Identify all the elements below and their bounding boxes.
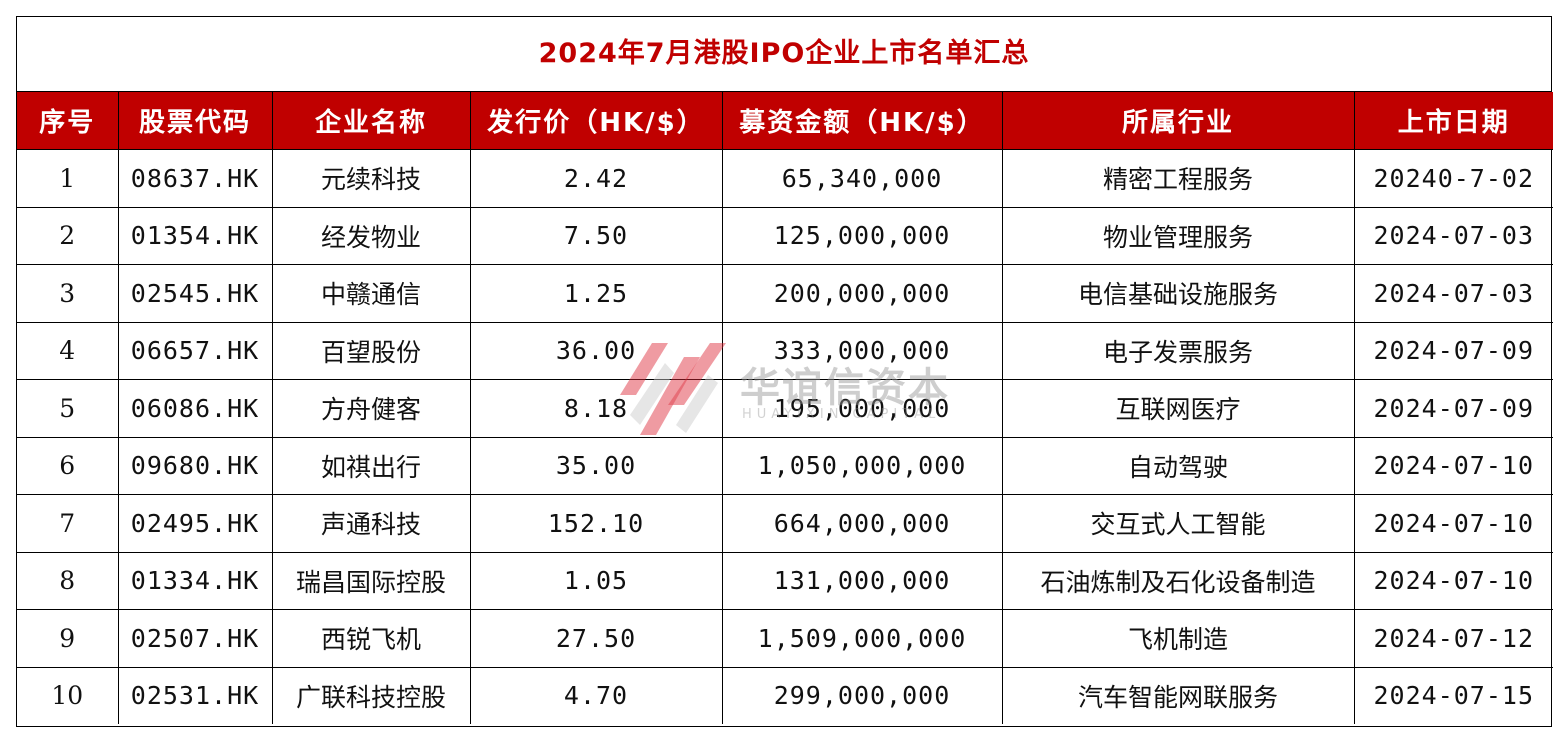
header-company-name: 企业名称 xyxy=(272,92,471,150)
cell-listing-date: 20240-7-02 xyxy=(1354,149,1553,208)
cell-index: 3 xyxy=(17,264,119,323)
cell-issue-price: 7.50 xyxy=(470,207,723,265)
cell-issue-price: 4.70 xyxy=(470,667,723,724)
cell-listing-date: 2024-07-03 xyxy=(1354,207,1553,265)
cell-index: 4 xyxy=(17,322,119,380)
table-row: 9 02507.HK 西锐飞机 27.50 1,509,000,000 飞机制造 2024-… xyxy=(17,609,1553,668)
cell-industry: 交互式人工智能 xyxy=(1002,494,1355,553)
cell-industry: 石油炼制及石化设备制造 xyxy=(1002,552,1355,610)
cell-index: 8 xyxy=(17,552,119,610)
cell-company-name: 经发物业 xyxy=(272,207,471,265)
cell-industry: 电子发票服务 xyxy=(1002,322,1355,380)
cell-stock-code: 01354.HK xyxy=(118,207,273,265)
table-row: 8 01334.HK 瑞昌国际控股 1.05 131,000,000 石油炼制及石化设备制… xyxy=(17,552,1553,610)
cell-stock-code: 02545.HK xyxy=(118,264,273,323)
cell-company-name: 中赣通信 xyxy=(272,264,471,323)
cell-listing-date: 2024-07-03 xyxy=(1354,264,1553,323)
cell-industry: 互联网医疗 xyxy=(1002,379,1355,438)
cell-issue-price: 27.50 xyxy=(470,609,723,668)
cell-industry: 飞机制造 xyxy=(1002,609,1355,668)
cell-company-name: 声通科技 xyxy=(272,494,471,553)
cell-index: 9 xyxy=(17,609,119,668)
ipo-table: 序号 股票代码 企业名称 发行价（HK/$） 募资金额（HK/$） 所属行业 上… xyxy=(17,92,1553,724)
sheet-title: 2024年7月港股IPO企业上市名单汇总 xyxy=(17,17,1551,92)
cell-issue-price: 8.18 xyxy=(470,379,723,438)
cell-index: 7 xyxy=(17,494,119,553)
ipo-summary-sheet: 2024年7月港股IPO企业上市名单汇总 序号 股票代码 企业名称 发行价（HK… xyxy=(16,16,1553,727)
cell-stock-code: 02531.HK xyxy=(118,667,273,724)
cell-funds-raised: 299,000,000 xyxy=(722,667,1003,724)
cell-funds-raised: 200,000,000 xyxy=(722,264,1003,323)
cell-funds-raised: 131,000,000 xyxy=(722,552,1003,610)
cell-stock-code: 09680.HK xyxy=(118,437,273,495)
cell-funds-raised: 333,000,000 xyxy=(722,322,1003,380)
table-row: 5 06086.HK 方舟健客 8.18 195,000,000 互联网医疗 2024-07… xyxy=(17,379,1553,438)
header-index: 序号 xyxy=(17,92,119,150)
cell-listing-date: 2024-07-12 xyxy=(1354,609,1553,668)
table-row: 7 02495.HK 声通科技 152.10 664,000,000 交互式人工智能 202… xyxy=(17,494,1553,553)
table-row: 4 06657.HK 百望股份 36.00 333,000,000 电子发票服务 2024-… xyxy=(17,322,1553,380)
cell-industry: 精密工程服务 xyxy=(1002,149,1355,208)
cell-stock-code: 02495.HK xyxy=(118,494,273,553)
cell-company-name: 元续科技 xyxy=(272,149,471,208)
cell-issue-price: 1.25 xyxy=(470,264,723,323)
cell-industry: 物业管理服务 xyxy=(1002,207,1355,265)
cell-industry: 自动驾驶 xyxy=(1002,437,1355,495)
cell-company-name: 广联科技控股 xyxy=(272,667,471,724)
cell-issue-price: 35.00 xyxy=(470,437,723,495)
table-row: 6 09680.HK 如祺出行 35.00 1,050,000,000 自动驾驶 2024-… xyxy=(17,437,1553,495)
header-row: 序号 股票代码 企业名称 发行价（HK/$） 募资金额（HK/$） 所属行业 上… xyxy=(17,92,1553,150)
cell-company-name: 瑞昌国际控股 xyxy=(272,552,471,610)
cell-stock-code: 01334.HK xyxy=(118,552,273,610)
cell-company-name: 如祺出行 xyxy=(272,437,471,495)
cell-funds-raised: 65,340,000 xyxy=(722,149,1003,208)
table-row: 2 01354.HK 经发物业 7.50 125,000,000 物业管理服务 2024-0… xyxy=(17,207,1553,265)
cell-stock-code: 06657.HK xyxy=(118,322,273,380)
cell-company-name: 西锐飞机 xyxy=(272,609,471,668)
header-issue-price: 发行价（HK/$） xyxy=(470,92,723,150)
cell-listing-date: 2024-07-09 xyxy=(1354,322,1553,380)
cell-listing-date: 2024-07-10 xyxy=(1354,552,1553,610)
cell-company-name: 百望股份 xyxy=(272,322,471,380)
table-row: 10 02531.HK 广联科技控股 4.70 299,000,000 汽车智能网联服务 2… xyxy=(17,667,1553,724)
cell-stock-code: 02507.HK xyxy=(118,609,273,668)
cell-industry: 汽车智能网联服务 xyxy=(1002,667,1355,724)
cell-index: 10 xyxy=(17,667,119,724)
cell-index: 1 xyxy=(17,149,119,208)
cell-index: 6 xyxy=(17,437,119,495)
cell-stock-code: 08637.HK xyxy=(118,149,273,208)
cell-funds-raised: 1,050,000,000 xyxy=(722,437,1003,495)
cell-listing-date: 2024-07-10 xyxy=(1354,494,1553,553)
cell-funds-raised: 195,000,000 xyxy=(722,379,1003,438)
header-funds-raised: 募资金额（HK/$） xyxy=(722,92,1003,150)
cell-listing-date: 2024-07-15 xyxy=(1373,681,1534,711)
header-industry: 所属行业 xyxy=(1002,92,1355,150)
cell-company-name: 方舟健客 xyxy=(272,379,471,438)
cell-issue-price: 36.00 xyxy=(470,322,723,380)
cell-listing-date: 2024-07-09 xyxy=(1354,379,1553,438)
cell-funds-raised: 125,000,000 xyxy=(722,207,1003,265)
cell-listing-date: 2024-07-10 xyxy=(1354,437,1553,495)
cell-funds-raised: 1,509,000,000 xyxy=(722,609,1003,668)
cell-index: 5 xyxy=(17,379,119,438)
table-row: 1 08637.HK 元续科技 2.42 65,340,000 精密工程服务 20240-7… xyxy=(17,149,1553,208)
cell-funds-raised: 664,000,000 xyxy=(722,494,1003,553)
cell-index: 2 xyxy=(17,207,119,265)
cell-industry: 电信基础设施服务 xyxy=(1002,264,1355,323)
table-row: 3 02545.HK 中赣通信 1.25 200,000,000 电信基础设施服务 2024… xyxy=(17,264,1553,323)
cell-issue-price: 2.42 xyxy=(470,149,723,208)
header-stock-code: 股票代码 xyxy=(118,92,273,150)
cell-issue-price: 1.05 xyxy=(470,552,723,610)
cell-stock-code: 06086.HK xyxy=(118,379,273,438)
cell-issue-price: 152.10 xyxy=(470,494,723,553)
header-listing-date: 上市日期 xyxy=(1354,92,1553,150)
